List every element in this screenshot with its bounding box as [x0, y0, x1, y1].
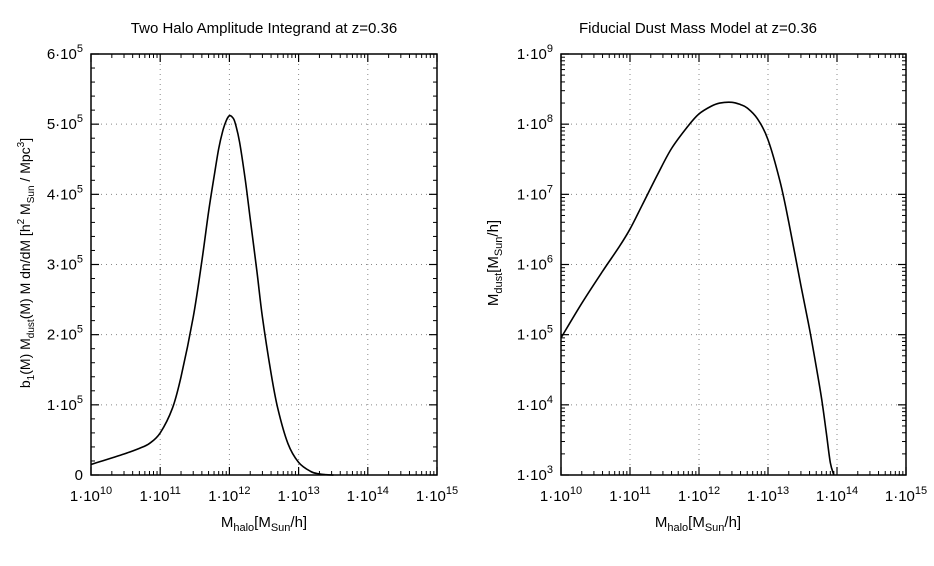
x-tick-label-exponent: 11 [170, 485, 181, 497]
chart-title: Fiducial Dust Mass Model at z=0.36 [579, 20, 817, 37]
y-tick-label-mantissa: 1·10 [517, 467, 547, 484]
x-tick-label-mantissa: 1·10 [277, 488, 307, 505]
y-tick-label: 1·104 [517, 394, 553, 414]
y-tick-label-mantissa: 1·10 [517, 257, 547, 274]
x-tick-label-mantissa: 1·10 [208, 488, 238, 505]
x-tick-label: 1·1012 [208, 485, 250, 505]
y-tick-label-exponent: 9 [547, 43, 553, 55]
y-axis-label: b1(M) Mdust(M) M dn/dM [h2 MSun / Mpc3] [16, 138, 37, 388]
grid-lines [561, 54, 906, 475]
x-tick-label: 1·1015 [885, 485, 927, 505]
x-tick-label-exponent: 14 [846, 485, 858, 497]
y-tick-label-mantissa: 1·10 [47, 397, 77, 414]
y-tick-label-mantissa: 5·10 [47, 116, 77, 133]
x-tick-label: 1·1014 [816, 485, 858, 505]
x-tick-label: 1·1013 [277, 485, 319, 505]
y-tick-label: 5·105 [47, 113, 83, 133]
y-tick-label-mantissa: 1·10 [517, 327, 547, 344]
x-tick-label-exponent: 12 [708, 485, 720, 497]
y-tick-label-exponent: 4 [547, 394, 553, 406]
y-tick-label-exponent: 5 [77, 183, 83, 195]
y-tick-label: 1·106 [517, 254, 553, 274]
y-tick-label-mantissa: 3·10 [47, 257, 77, 274]
x-tick-label-mantissa: 1·10 [885, 488, 915, 505]
y-tick-label: 1·109 [517, 43, 553, 63]
y-tick-label-mantissa: 1·10 [517, 186, 547, 203]
x-tick-label-mantissa: 1·10 [678, 488, 708, 505]
x-tick-label-exponent: 10 [100, 485, 112, 497]
grid-lines [91, 54, 437, 475]
x-tick-label-mantissa: 1·10 [347, 488, 377, 505]
x-tick-label: 1·1012 [678, 485, 720, 505]
y-tick-label-exponent: 5 [547, 324, 553, 336]
x-tick-label: 1·1010 [70, 485, 112, 505]
y-tick-label: 1·108 [517, 113, 553, 133]
y-tick-label: 1·105 [517, 324, 553, 344]
y-tick-label: 2·105 [47, 324, 83, 344]
x-tick-label-exponent: 14 [377, 485, 389, 497]
series-line [560, 101, 835, 476]
x-tick-label-mantissa: 1·10 [70, 488, 100, 505]
y-tick-label: 0 [75, 467, 83, 484]
x-tick-label: 1·1013 [747, 485, 789, 505]
y-tick-label-exponent: 5 [77, 394, 83, 406]
x-tick-label-exponent: 10 [570, 485, 582, 497]
x-tick-label: 1·1011 [609, 485, 650, 505]
x-tick-label-exponent: 15 [915, 485, 927, 497]
y-tick-label-exponent: 6 [547, 254, 553, 266]
x-tick-label-exponent: 13 [307, 485, 319, 497]
x-tick-label-mantissa: 1·10 [747, 488, 777, 505]
x-tick-label-exponent: 13 [777, 485, 789, 497]
x-tick-label: 1·1015 [416, 485, 458, 505]
y-tick-label: 1·105 [47, 394, 83, 414]
x-tick-label-exponent: 11 [639, 485, 650, 497]
y-tick-label-mantissa: 6·10 [47, 46, 77, 63]
x-tick-label-mantissa: 1·10 [139, 488, 169, 505]
y-tick-label-exponent: 5 [77, 113, 83, 125]
x-axis-label: Mhalo[MSun/h] [655, 514, 741, 534]
y-tick-label-mantissa: 1·10 [517, 397, 547, 414]
y-tick-label: 3·105 [47, 254, 83, 274]
y-axis-label: Mdust[MSun/h] [485, 220, 505, 306]
chart-two-halo-integrand: Two Halo Amplitude Integrand at z=0.36 1… [16, 20, 458, 534]
x-tick-labels: 1·1010 1·1011 1·1012 1·1013 1·1014 1·1015 [540, 485, 927, 505]
y-tick-label: 6·105 [47, 43, 83, 63]
y-tick-label: 4·105 [47, 183, 83, 203]
chart-title: Two Halo Amplitude Integrand at z=0.36 [131, 20, 397, 37]
x-tick-label-mantissa: 1·10 [540, 488, 570, 505]
plot-frame [90, 53, 438, 476]
tick-marks [90, 53, 438, 476]
y-tick-label-mantissa: 4·10 [47, 186, 77, 203]
x-tick-label: 1·1014 [347, 485, 389, 505]
y-tick-label-exponent: 8 [547, 113, 553, 125]
x-tick-label-mantissa: 1·10 [816, 488, 846, 505]
x-tick-label-mantissa: 1·10 [416, 488, 446, 505]
y-tick-label-mantissa: 2·10 [47, 327, 77, 344]
series-line [90, 114, 334, 476]
x-tick-label-exponent: 12 [238, 485, 250, 497]
tick-marks [560, 53, 907, 476]
x-tick-labels: 1·1010 1·1011 1·1012 1·1013 1·1014 1·1015 [70, 485, 458, 505]
chart-dust-mass-model: Fiducial Dust Mass Model at z=0.36 1·101… [485, 20, 927, 534]
y-tick-label-exponent: 5 [77, 324, 83, 336]
y-tick-label-mantissa: 1·10 [517, 116, 547, 133]
y-tick-label-exponent: 7 [547, 183, 553, 195]
y-tick-label: 1·107 [517, 183, 553, 203]
x-tick-label: 1·1010 [540, 485, 582, 505]
y-tick-label-mantissa: 1·10 [517, 46, 547, 63]
x-axis-label: Mhalo[MSun/h] [221, 514, 307, 534]
x-tick-label: 1·1011 [139, 485, 180, 505]
y-tick-label-exponent: 5 [77, 254, 83, 266]
x-tick-label-mantissa: 1·10 [609, 488, 639, 505]
plot-frame [560, 53, 907, 476]
y-tick-label-mantissa: 0 [75, 467, 83, 484]
y-tick-label: 1·103 [517, 464, 553, 484]
x-tick-label-exponent: 15 [446, 485, 458, 497]
y-tick-label-exponent: 3 [547, 464, 553, 476]
y-tick-label-exponent: 5 [77, 43, 83, 55]
